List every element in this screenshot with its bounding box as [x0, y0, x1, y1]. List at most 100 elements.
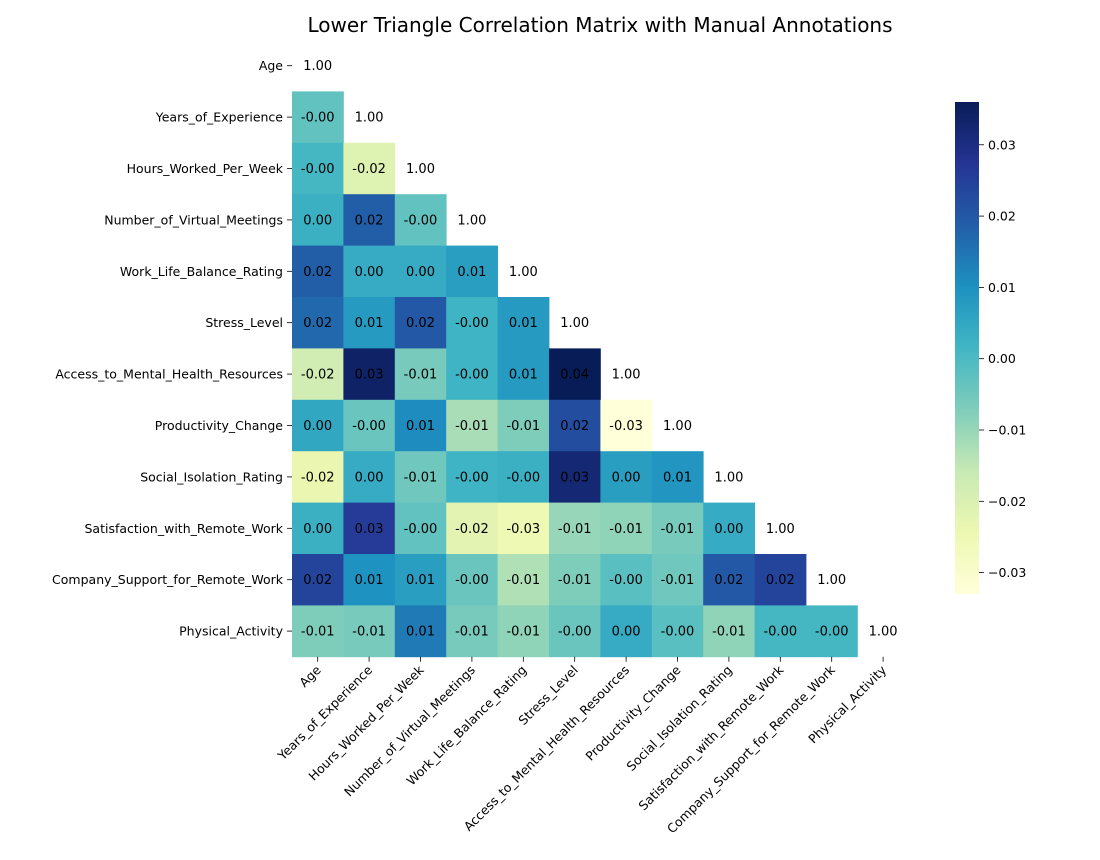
- x-axis: AgeYears_of_ExperienceHours_Worked_Per_W…: [274, 656, 890, 836]
- heatmap-cell: [549, 502, 601, 555]
- heatmap-cell: [549, 451, 601, 503]
- x-tick-label: Social_Isolation_Rating: [623, 662, 735, 774]
- cell-annotation: -0.00: [763, 625, 797, 640]
- heatmap-cell: [343, 245, 396, 298]
- heatmap-cell: [600, 451, 653, 503]
- cell-annotation: -0.02: [301, 368, 335, 383]
- cell-annotation: 1.00: [509, 265, 538, 280]
- cell-annotation: -0.00: [558, 625, 592, 640]
- cell-annotation: 0.01: [406, 419, 435, 434]
- cell-annotation: 0.02: [406, 316, 435, 331]
- cell-annotation: 0.02: [303, 316, 332, 331]
- cell-annotation: 0.00: [303, 522, 332, 537]
- heatmap-cell: [446, 297, 498, 349]
- heatmap-cell: [292, 194, 344, 246]
- heatmap-cell: [394, 297, 447, 349]
- heatmap-cell: [343, 297, 396, 349]
- cell-annotation: 1.00: [612, 368, 641, 383]
- heatmap-cell: [446, 451, 498, 503]
- cell-annotation: 1.00: [869, 625, 898, 640]
- cell-annotation: 0.01: [663, 470, 692, 485]
- heatmap-cell: [394, 245, 447, 298]
- cell-annotation: 0.02: [303, 573, 332, 588]
- x-tick-label: Years_of_Experience: [274, 662, 376, 764]
- cell-annotation: -0.00: [455, 316, 489, 331]
- cell-annotation: -0.02: [352, 162, 386, 177]
- heatmap-cell: [343, 502, 396, 555]
- heatmap-cell: [292, 142, 344, 195]
- heatmap-cell: [394, 348, 447, 401]
- cell-annotation: -0.00: [404, 522, 438, 537]
- cell-annotation: 1.00: [714, 470, 743, 485]
- cell-annotation: -0.01: [404, 470, 438, 485]
- heatmap-cell: [343, 399, 396, 452]
- cell-annotation: 0.00: [612, 625, 641, 640]
- heatmap-cell: [703, 605, 755, 658]
- heatmap-cell: [394, 399, 447, 452]
- heatmap-cell: [343, 142, 396, 195]
- y-tick-label: Hours_Worked_Per_Week: [127, 161, 284, 176]
- heatmap-cell: [497, 399, 550, 452]
- heatmap-cell: [446, 348, 498, 401]
- heatmap-cell: [651, 502, 704, 555]
- heatmap-cell: [343, 451, 396, 503]
- heatmap-cell: [549, 554, 601, 606]
- cell-annotation: 1.00: [817, 573, 846, 588]
- heatmap-cell: [394, 194, 447, 246]
- heatmap-cell: [343, 605, 396, 658]
- heatmap-cell: [497, 348, 550, 401]
- heatmap-cell: [446, 502, 498, 555]
- y-tick-label: Satisfaction_with_Remote_Work: [84, 521, 283, 536]
- cell-annotation: -0.01: [455, 419, 489, 434]
- cell-annotation: 0.00: [714, 522, 743, 537]
- heatmap-cell: [292, 502, 344, 555]
- heatmap-cell: [549, 605, 601, 658]
- cell-annotation: 0.00: [303, 213, 332, 228]
- cell-annotation: -0.00: [301, 111, 335, 126]
- heatmap-cell: [549, 348, 601, 401]
- cell-annotation: -0.02: [455, 522, 489, 537]
- cell-annotations: 1.00 -0.00 1.00 -0.00 -0.02 1.00 0.00 0.02 -0.00…: [301, 59, 898, 639]
- colorbar-gradient: [955, 102, 979, 594]
- cell-annotation: 0.00: [612, 470, 641, 485]
- cell-annotation: 1.00: [303, 59, 332, 74]
- y-tick-label: Number_of_Virtual_Meetings: [104, 212, 283, 227]
- y-tick-label: Stress_Level: [205, 315, 283, 330]
- heatmap-cell: [651, 451, 704, 503]
- cell-annotation: 0.00: [406, 265, 435, 280]
- heatmap-cell: [292, 245, 344, 298]
- heatmap-cell: [754, 554, 807, 606]
- x-tick-label: Age: [296, 662, 324, 690]
- cell-annotation: -0.01: [506, 573, 540, 588]
- colorbar-tick-label: 0.01: [988, 280, 1016, 295]
- cell-annotation: 0.01: [509, 316, 538, 331]
- y-axis: Age Years_of_Experience Hours_Worked_Per_W…: [52, 58, 292, 639]
- cell-annotation: -0.02: [301, 470, 335, 485]
- heatmap-cell: [394, 554, 447, 606]
- heatmap-cell: [292, 297, 344, 349]
- cell-annotation: -0.00: [661, 625, 695, 640]
- cell-annotation: -0.01: [609, 522, 643, 537]
- cell-annotation: 0.03: [355, 522, 384, 537]
- cell-annotation: -0.01: [661, 522, 695, 537]
- y-tick-label: Productivity_Change: [155, 418, 284, 433]
- heatmap-cell: [703, 554, 755, 606]
- heatmap-cell: [292, 399, 344, 452]
- cell-annotation: 1.00: [406, 162, 435, 177]
- cell-annotation: -0.00: [455, 368, 489, 383]
- colorbar-tick-label: 0.03: [988, 137, 1016, 152]
- cell-annotation: 0.00: [355, 265, 384, 280]
- heatmap-cell: [497, 605, 550, 658]
- heatmap-cell: [549, 399, 601, 452]
- colorbar-tick-label: 0.00: [988, 351, 1016, 366]
- heatmap-cell: [292, 91, 344, 144]
- heatmap-cell: [497, 297, 550, 349]
- chart-title: Lower Triangle Correlation Matrix with M…: [307, 13, 892, 37]
- heatmap-cell: [754, 605, 807, 658]
- heatmap-cells: [292, 91, 858, 658]
- colorbar-tick-label: −0.02: [988, 494, 1026, 509]
- cell-annotation: -0.01: [506, 419, 540, 434]
- cell-annotation: 0.01: [406, 573, 435, 588]
- heatmap-cell: [651, 554, 704, 606]
